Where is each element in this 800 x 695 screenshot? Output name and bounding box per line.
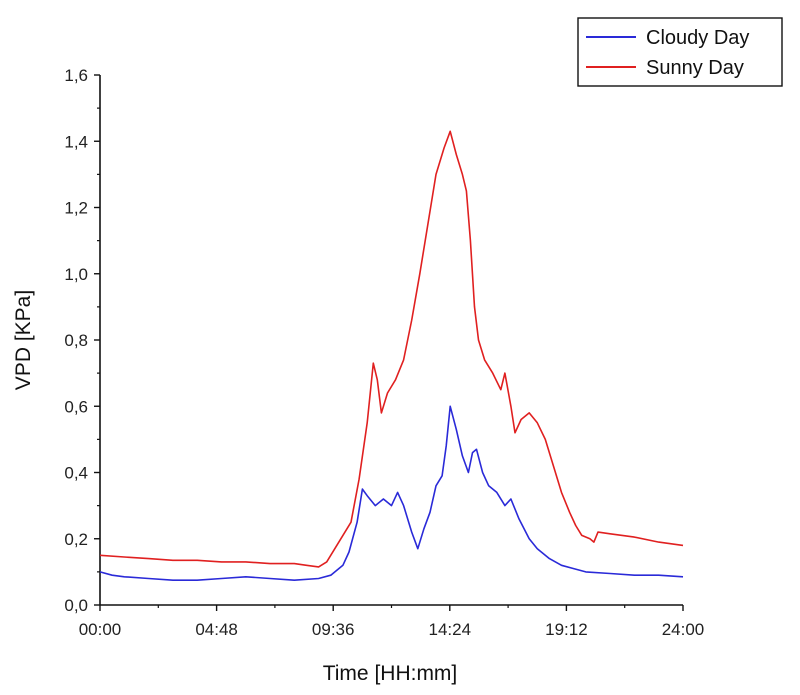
series-layer [99, 130, 684, 581]
x-tick-label: 00:00 [79, 620, 122, 639]
x-tick-label: 19:12 [545, 620, 588, 639]
y-tick-label: 1,0 [64, 265, 88, 284]
axes: 0,0 0,2 0,4 0,6 0,8 1,0 1,2 1,4 1,6 00:00 04:48 09:… [64, 66, 704, 639]
y-tick-label: 1,2 [64, 199, 88, 218]
x-tick-label: 04:48 [195, 620, 238, 639]
y-tick-label: 1,6 [64, 66, 88, 85]
x-tick-label: 24:00 [662, 620, 705, 639]
legend-label: Sunny Day [646, 57, 744, 79]
legend-box [577, 17, 783, 87]
x-tick-label: 09:36 [312, 620, 355, 639]
series-line-cloudy-day [99, 405, 684, 581]
y-tick-label: 0,4 [64, 464, 88, 483]
y-tick-label: 0,8 [64, 331, 88, 350]
series-line-sunny-day [99, 130, 684, 568]
legend-label: Cloudy Day [646, 27, 749, 49]
y-tick-label: 0,6 [64, 397, 88, 416]
legend: Cloudy Day Sunny Day [577, 17, 783, 87]
y-tick-label: 0,0 [64, 596, 88, 615]
y-tick-label: 1,4 [64, 132, 88, 151]
y-axis-label: VPD [KPa] [12, 290, 35, 390]
x-tick-label: 14:24 [429, 620, 472, 639]
x-axis-label: Time [HH:mm] [323, 662, 458, 685]
y-tick-label: 0,2 [64, 530, 88, 549]
